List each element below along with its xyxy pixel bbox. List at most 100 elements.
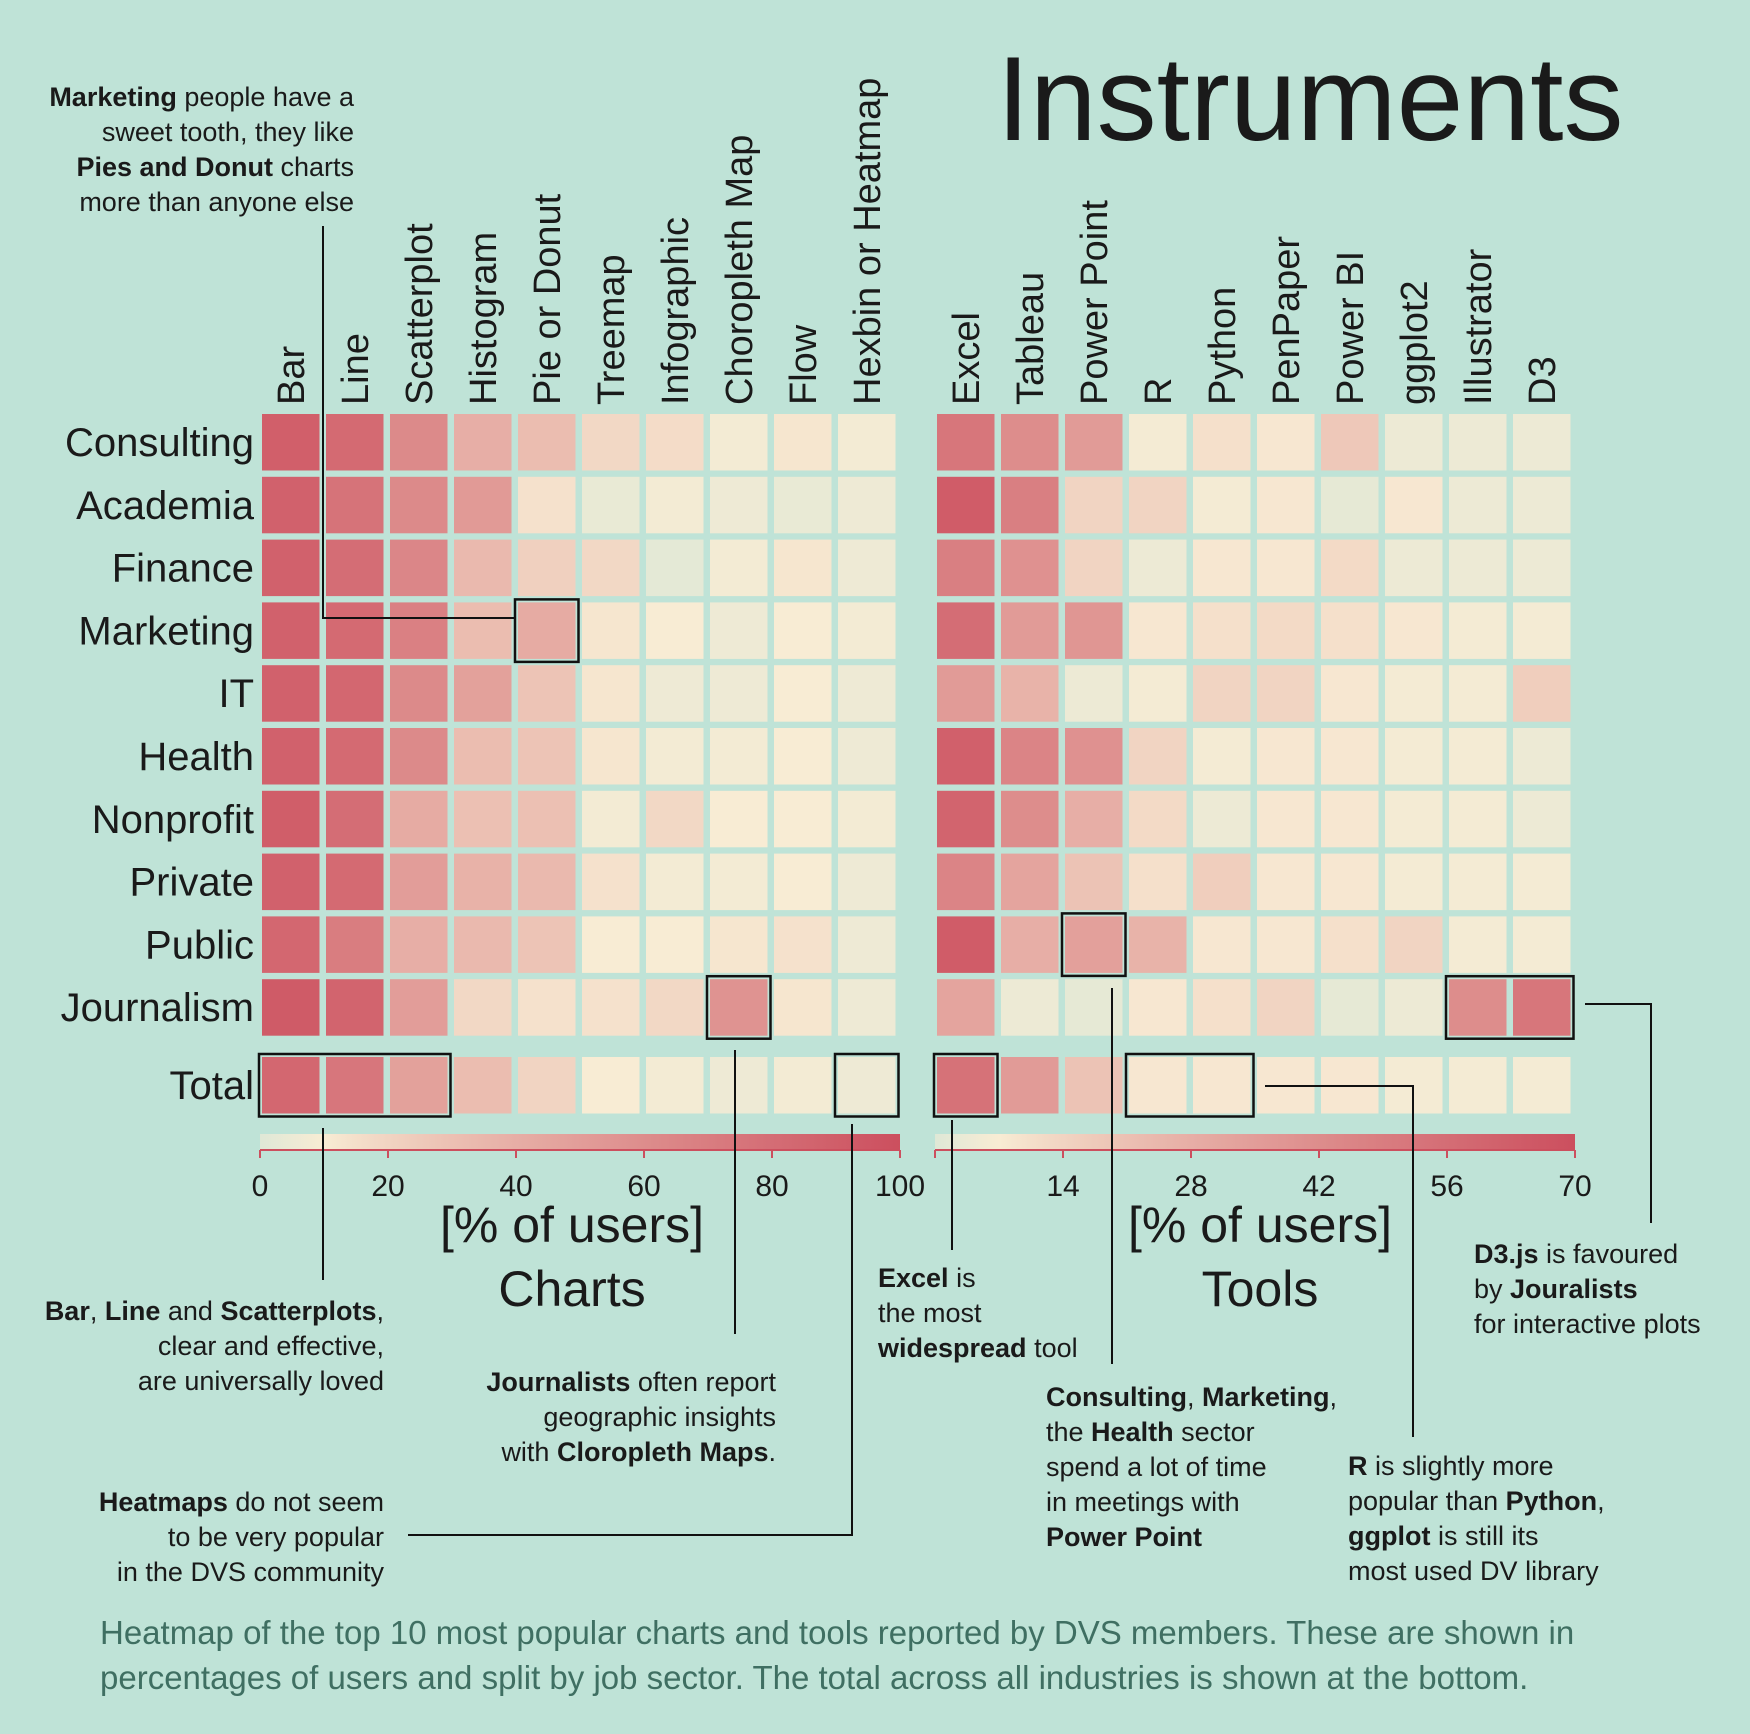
- tools-cell-private-excel: [937, 853, 995, 911]
- charts-cell-marketing-infographic: [646, 602, 704, 659]
- charts-total-cell-infographic: [646, 1057, 704, 1114]
- charts-cell-consulting-histogram: [454, 414, 512, 471]
- charts-cell-private-flow: [774, 853, 832, 911]
- charts-cell-it-flow: [774, 665, 832, 722]
- tools-total-cell-illustrator: [1449, 1057, 1507, 1114]
- charts-cell-consulting-scatterplot: [390, 414, 448, 471]
- tools-cell-nonprofit-excel: [937, 790, 995, 848]
- annotation-bar-line-scatter: Bar, Line and Scatterplots,: [45, 1296, 384, 1326]
- tools-cell-academia-d3: [1513, 476, 1571, 534]
- charts-column-label: Choropleth Map: [719, 135, 761, 405]
- tools-cell-it-ggplot2: [1385, 665, 1443, 722]
- tools-cell-public-penpaper: [1257, 916, 1315, 973]
- charts-cell-journalism-hexbin-or-heatmap: [838, 979, 896, 1036]
- tools-cell-consulting-tableau: [1001, 414, 1059, 471]
- tools-column-label: D3: [1522, 356, 1564, 405]
- charts-tick-label: 0: [252, 1170, 269, 1203]
- tools-cell-consulting-excel: [937, 414, 995, 471]
- charts-cell-it-line: [326, 665, 384, 722]
- charts-cell-marketing-scatterplot: [390, 602, 448, 659]
- tools-cell-marketing-tableau: [1001, 602, 1059, 659]
- charts-cell-journalism-pie-or-donut: [518, 979, 576, 1036]
- charts-cell-health-scatterplot: [390, 728, 448, 785]
- charts-cell-journalism-scatterplot: [390, 979, 448, 1036]
- tools-column-label: ggplot2: [1394, 280, 1436, 405]
- tools-cell-health-power-point: [1065, 728, 1123, 785]
- tools-cell-it-illustrator: [1449, 665, 1507, 722]
- tools-cell-it-power-bi: [1321, 665, 1379, 722]
- charts-cell-private-treemap: [582, 853, 640, 911]
- tools-cell-health-penpaper: [1257, 728, 1315, 785]
- charts-cell-nonprofit-infographic: [646, 790, 704, 848]
- annotation-excel: widespread tool: [877, 1333, 1078, 1363]
- charts-cell-nonprofit-bar: [262, 790, 320, 848]
- tools-cell-marketing-ggplot2: [1385, 602, 1443, 659]
- tools-cell-health-d3: [1513, 728, 1571, 785]
- tools-cell-academia-power-point: [1065, 476, 1123, 534]
- charts-cell-academia-hexbin-or-heatmap: [838, 476, 896, 534]
- charts-cell-public-scatterplot: [390, 916, 448, 973]
- leader-r: [1265, 1085, 1414, 1437]
- annotation-heatmaps: to be very popular: [168, 1522, 384, 1552]
- annotation-heatmaps: Heatmaps do not seem: [99, 1487, 384, 1517]
- tools-column-label: PenPaper: [1266, 236, 1308, 405]
- tools-cell-private-r: [1129, 853, 1187, 911]
- charts-cell-marketing-histogram: [454, 602, 512, 659]
- charts-cell-public-pie-or-donut: [518, 916, 576, 973]
- tools-cell-nonprofit-ggplot2: [1385, 790, 1443, 848]
- annotation-heatmaps: in the DVS community: [117, 1557, 385, 1587]
- charts-cell-nonprofit-choropleth-map: [710, 790, 768, 848]
- charts-cell-consulting-choropleth-map: [710, 414, 768, 471]
- charts-axis-label-line2: Charts: [498, 1261, 645, 1317]
- tools-column-label: Python: [1202, 287, 1244, 405]
- highlight-journalism-illustrator-d3: [1444, 974, 1575, 1040]
- charts-cell-public-hexbin-or-heatmap: [838, 916, 896, 973]
- charts-cell-marketing-hexbin-or-heatmap: [838, 602, 896, 659]
- highlight-public-powerpoint: [1060, 912, 1127, 978]
- tools-cell-academia-excel: [937, 476, 995, 534]
- tools-tick-label: 42: [1302, 1170, 1335, 1203]
- charts-column-label: Line: [335, 333, 377, 405]
- charts-cell-journalism-line: [326, 979, 384, 1036]
- tools-cell-marketing-penpaper: [1257, 602, 1315, 659]
- tools-column-label: Power Point: [1074, 200, 1116, 405]
- tools-cell-health-excel: [937, 728, 995, 785]
- tools-cell-finance-penpaper: [1257, 539, 1315, 597]
- tools-cell-it-power-point: [1065, 665, 1123, 722]
- annotation-bar-line-scatter: are universally loved: [138, 1366, 384, 1396]
- charts-cell-journalism-infographic: [646, 979, 704, 1036]
- tools-cell-academia-r: [1129, 476, 1187, 534]
- charts-cell-consulting-flow: [774, 414, 832, 471]
- annotation-bar-line-scatter: clear and effective,: [158, 1331, 384, 1361]
- tools-column-label: Illustrator: [1458, 248, 1500, 405]
- tools-cell-finance-python: [1193, 539, 1251, 597]
- charts-cell-health-treemap: [582, 728, 640, 785]
- charts-cell-finance-bar: [262, 539, 320, 597]
- charts-total-cell-bar: [262, 1057, 320, 1114]
- charts-cell-it-treemap: [582, 665, 640, 722]
- charts-cell-marketing-flow: [774, 602, 832, 659]
- annotation-excel: the most: [878, 1298, 982, 1328]
- tools-cell-public-r: [1129, 916, 1187, 973]
- annotation-d3: for interactive plots: [1474, 1309, 1701, 1339]
- charts-cell-public-infographic: [646, 916, 704, 973]
- charts-cell-nonprofit-flow: [774, 790, 832, 848]
- charts-cell-finance-choropleth-map: [710, 539, 768, 597]
- tools-cell-consulting-python: [1193, 414, 1251, 471]
- highlight-marketing-pie: [513, 598, 580, 664]
- tools-cell-academia-python: [1193, 476, 1251, 534]
- tools-cell-health-r: [1129, 728, 1187, 785]
- charts-cell-marketing-choropleth-map: [710, 602, 768, 659]
- annotation-journalists: with Cloropleth Maps.: [500, 1437, 776, 1467]
- tools-cell-finance-d3: [1513, 539, 1571, 597]
- charts-cell-marketing-pie-or-donut: [518, 602, 576, 659]
- tools-cell-journalism-illustrator: [1449, 979, 1507, 1036]
- charts-cell-academia-choropleth-map: [710, 476, 768, 534]
- tools-cell-health-ggplot2: [1385, 728, 1443, 785]
- charts-cell-public-flow: [774, 916, 832, 973]
- tools-cell-nonprofit-power-point: [1065, 790, 1123, 848]
- charts-cell-finance-histogram: [454, 539, 512, 597]
- annotation-powerpoint: in meetings with: [1046, 1487, 1240, 1517]
